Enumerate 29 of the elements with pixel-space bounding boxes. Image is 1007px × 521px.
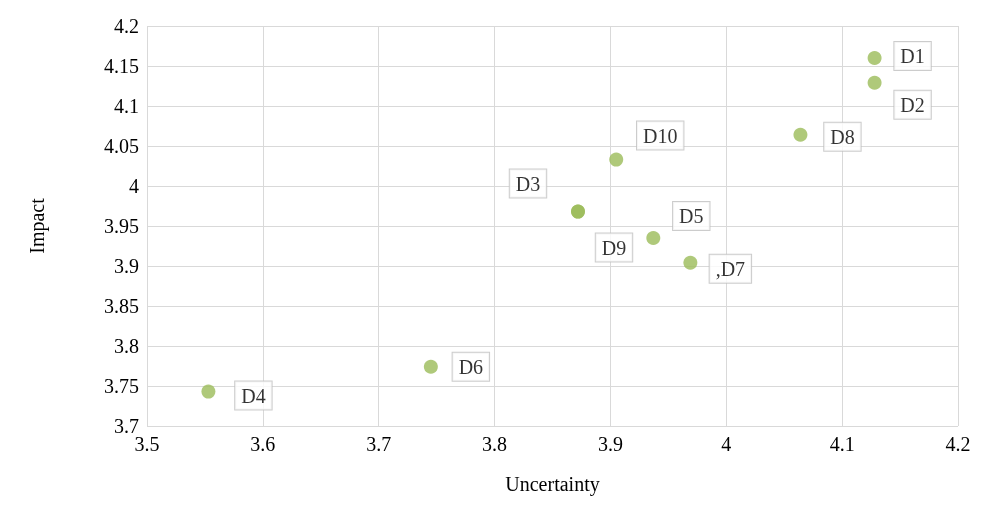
y-tick-label: 3.8 bbox=[114, 335, 139, 357]
annotation: D8 bbox=[830, 125, 855, 148]
x-axis-title: Uncertainty bbox=[505, 473, 600, 496]
x-tick-label: 3.9 bbox=[597, 433, 623, 455]
x-tick-label: 3.7 bbox=[366, 433, 392, 455]
y-tick-label: 3.9 bbox=[114, 255, 139, 277]
annotation: D2 bbox=[900, 93, 925, 116]
x-tick-label: 3.8 bbox=[482, 433, 508, 455]
annotation: D3 bbox=[515, 172, 541, 195]
annotation: D6 bbox=[458, 355, 484, 378]
x-tick-label: 4 bbox=[721, 433, 732, 455]
annotation: D9 bbox=[601, 236, 627, 259]
annotation: D10 bbox=[642, 124, 678, 147]
x-tick-label: 4.2 bbox=[945, 433, 971, 455]
y-tick-label: 4 bbox=[129, 175, 139, 197]
y-tick-label: 4.1 bbox=[114, 95, 139, 117]
annotation: D5 bbox=[679, 205, 704, 227]
annotation: D1 bbox=[900, 45, 925, 67]
y-tick-label: 3.95 bbox=[104, 215, 139, 237]
y-tick-label: 4.15 bbox=[104, 55, 139, 77]
y-axis-title: Impact bbox=[26, 197, 49, 254]
y-tick-label: 3.75 bbox=[104, 375, 139, 397]
annotation: D4 bbox=[241, 384, 266, 407]
x-tick-label: 3.6 bbox=[250, 433, 276, 455]
x-tick-label: 4.1 bbox=[829, 433, 855, 455]
y-tick-label: 4.05 bbox=[104, 135, 139, 157]
y-tick-label: 4.2 bbox=[114, 15, 139, 37]
annotation: ,D7 bbox=[715, 257, 746, 280]
y-tick-label: 3.85 bbox=[104, 295, 139, 317]
